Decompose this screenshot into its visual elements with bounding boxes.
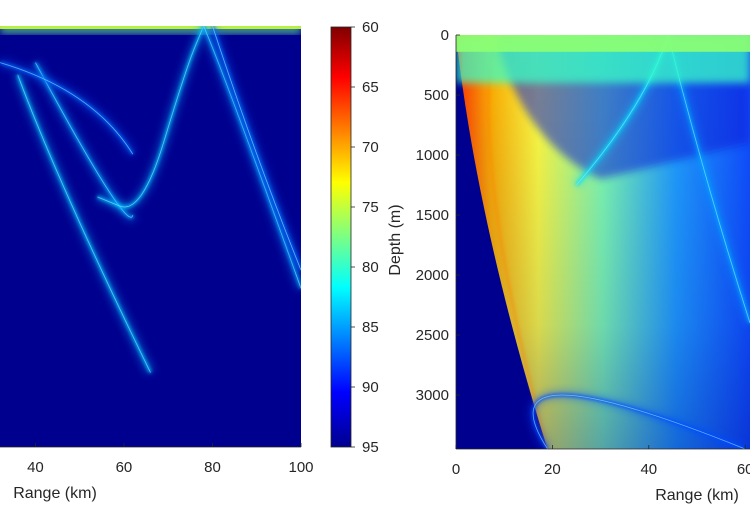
right-y-tick-label: 1000 — [416, 147, 449, 164]
colorbar-gradient — [330, 26, 352, 448]
right-y-axis-label: Depth (m) — [387, 204, 404, 275]
left-x-tick-label: 80 — [204, 459, 221, 476]
left-x-tick-label: 40 — [27, 459, 44, 476]
right-heatmap-features — [456, 35, 750, 449]
right-x-tick-label: 40 — [640, 461, 657, 478]
left-ray-arc-core-2 — [35, 62, 134, 218]
left-x-axis-label: Range (km) — [13, 485, 97, 502]
right-y-tick-label: 500 — [424, 87, 449, 104]
left-ray-arc-core-6 — [0, 62, 134, 155]
right-x-tick-label: 20 — [544, 461, 561, 478]
right-y-tick-label: 1500 — [416, 207, 449, 224]
colorbar-tick-label: 60 — [362, 19, 379, 36]
colorbar-tick-label: 95 — [362, 439, 379, 456]
right-y-tick-label: 2000 — [416, 267, 449, 284]
right-ray-arc-core-1 — [532, 394, 746, 449]
left-heatmap-panel: 40 60 80 100 Range (km) — [0, 26, 314, 502]
left-ray-arc-core-1 — [17, 74, 151, 373]
left-x-tick-label: 100 — [288, 459, 313, 476]
colorbar-tick-label: 70 — [362, 139, 379, 156]
colorbar-tick-label: 75 — [362, 199, 379, 216]
colorbar-tick-label: 85 — [362, 319, 379, 336]
left-surface-duct-0 — [0, 26, 301, 34]
colorbar-tick-label: 90 — [362, 379, 379, 396]
right-x-axis-label: Range (km) — [655, 487, 739, 504]
colorbar-tick-label: 65 — [362, 79, 379, 96]
right-heatmap-panel: 0 20 40 60 0 500 1000 1500 2000 2500 3000 Range (… — [387, 27, 750, 504]
right-y-ticks: 0 500 1000 1500 2000 2500 3000 — [416, 27, 460, 404]
right-surface-caustics-core-4 — [456, 35, 750, 52]
right-x-tick-label: 60 — [737, 461, 750, 478]
right-x-ticks: 0 20 40 60 — [452, 445, 750, 478]
right-y-tick-label: 2500 — [416, 327, 449, 344]
left-x-ticks: 40 60 80 100 — [27, 443, 314, 476]
colorbar-ticks: 60 65 70 75 80 85 90 95 — [351, 19, 379, 456]
left-heatmap-features — [0, 26, 301, 375]
left-ray-arc-core-3 — [97, 26, 204, 208]
right-y-tick-label: 0 — [441, 27, 449, 44]
left-ray-arc-core-5 — [212, 26, 301, 271]
colorbar-tick-label: 80 — [362, 259, 379, 276]
left-x-tick-label: 60 — [116, 459, 133, 476]
right-x-tick-label: 0 — [452, 461, 460, 478]
right-y-tick-label: 3000 — [416, 387, 449, 404]
colorbar: 60 65 70 75 80 85 90 95 — [330, 19, 379, 456]
left-surface-duct-core-0 — [0, 26, 301, 29]
